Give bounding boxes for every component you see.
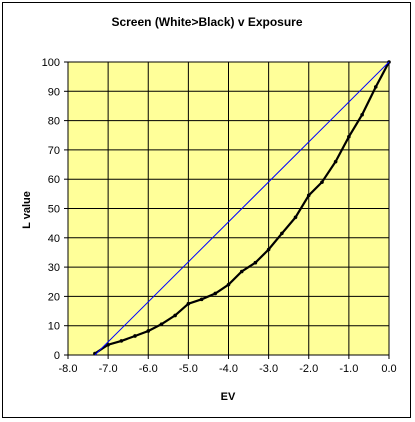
data-point — [173, 313, 177, 318]
data-point — [280, 231, 284, 236]
data-point — [159, 322, 164, 327]
x-tick-label: -4.0 — [219, 363, 238, 375]
y-axis-label: L value — [21, 191, 33, 229]
x-tick-label: -1.0 — [339, 363, 358, 375]
x-tick-label: -8.0 — [59, 363, 78, 375]
y-tick-label: 20 — [48, 291, 60, 303]
data-point — [373, 85, 378, 89]
data-point — [360, 112, 364, 117]
y-tick-label: 80 — [48, 116, 60, 128]
x-tick-label: -5.0 — [179, 363, 198, 375]
series-layer — [93, 60, 391, 356]
data-point — [293, 215, 298, 220]
data-point — [239, 269, 244, 274]
y-tick-label: 60 — [48, 174, 60, 186]
data-point — [306, 193, 311, 198]
data-point — [320, 180, 324, 184]
grid-lines — [64, 61, 390, 359]
data-point — [119, 339, 124, 343]
x-tick-label: 0.0 — [381, 363, 396, 375]
data-point — [347, 134, 351, 139]
data-point — [253, 260, 258, 265]
y-tick-label: 100 — [42, 57, 60, 69]
y-tick-label: 30 — [48, 262, 60, 274]
x-tick-label: -2.0 — [299, 363, 318, 375]
data-point — [226, 282, 231, 287]
x-tick-label: -6.0 — [139, 363, 158, 375]
data-point — [266, 247, 271, 252]
y-tick-label: 0 — [54, 350, 60, 362]
data-point — [199, 297, 204, 302]
data-point — [333, 159, 338, 164]
data-point — [146, 329, 151, 333]
y-tick-label: 40 — [48, 233, 60, 245]
y-tick-label: 90 — [48, 86, 60, 98]
data-point — [186, 301, 191, 306]
y-tick-label: 50 — [48, 204, 60, 216]
chart-title: Screen (White>Black) v Exposure — [111, 15, 302, 29]
y-tick-label: 10 — [48, 321, 60, 333]
x-tick-label: -3.0 — [259, 363, 278, 375]
x-axis-label: EV — [221, 391, 236, 403]
y-tick-label: 70 — [48, 145, 60, 157]
x-tick-label: -7.0 — [99, 363, 118, 375]
x-tick-labels: -8.0 -7.0 -6.0 -5.0 -4.0 -3.0 -2.0 -1.0 0.0 — [59, 363, 397, 375]
data-point — [213, 291, 218, 296]
reference-series-line — [94, 61, 390, 356]
data-point — [106, 342, 110, 347]
y-tick-labels: 0 10 20 30 40 50 60 70 80 90 100 — [42, 57, 60, 362]
data-point — [133, 334, 137, 338]
